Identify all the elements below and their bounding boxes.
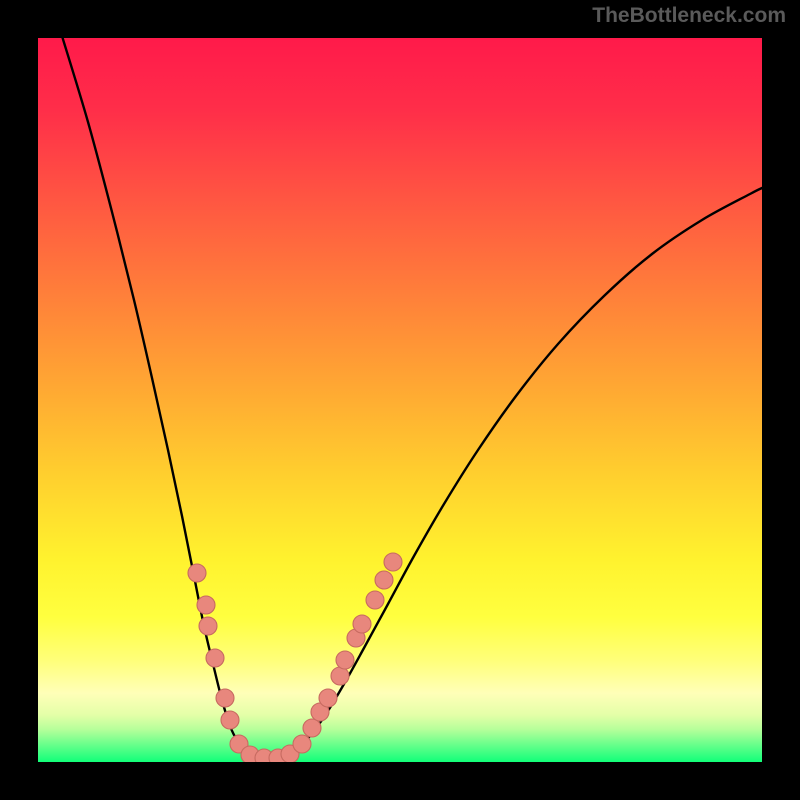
data-point	[216, 689, 234, 707]
gradient-background	[38, 38, 762, 762]
data-point	[319, 689, 337, 707]
chart-svg	[38, 38, 762, 762]
outer-frame: TheBottleneck.com	[0, 0, 800, 800]
watermark-text: TheBottleneck.com	[592, 4, 786, 28]
data-point	[331, 667, 349, 685]
data-point	[353, 615, 371, 633]
data-point	[336, 651, 354, 669]
data-point	[206, 649, 224, 667]
data-point	[293, 735, 311, 753]
data-point	[303, 719, 321, 737]
data-point	[221, 711, 239, 729]
data-point	[384, 553, 402, 571]
data-point	[188, 564, 206, 582]
data-point	[366, 591, 384, 609]
plot-area	[38, 38, 762, 762]
data-point	[197, 596, 215, 614]
data-point	[199, 617, 217, 635]
data-point	[375, 571, 393, 589]
